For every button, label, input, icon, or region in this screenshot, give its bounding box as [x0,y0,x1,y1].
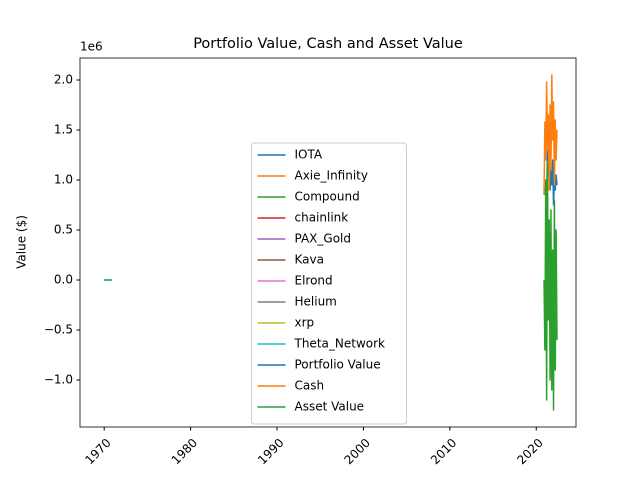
y-tick-label: 1.5 [54,123,73,137]
legend-label: PAX_Gold [295,232,352,246]
legend-label: Portfolio Value [295,358,381,372]
legend-label: Helium [295,295,337,309]
series-line [543,74,558,196]
legend-label: IOTA [295,148,323,162]
axes-frame [79,57,577,428]
y-tick-label: 0.0 [54,273,73,287]
chart-title: Portfolio Value, Cash and Asset Value [193,36,463,52]
y-tick-label: −1.0 [44,373,73,387]
legend-label: Theta_Network [294,337,386,351]
y-tick-label: −0.5 [44,323,73,337]
legend-label: Cash [295,379,325,393]
y-axis-label: Value ($) [15,215,29,269]
series-line [543,161,558,411]
legend-label: Compound [295,190,360,204]
legend-label: chainlink [295,211,349,225]
x-axis-label: Date [314,479,343,480]
y-tick-label: 2.0 [54,73,73,87]
y-tick-label: 0.5 [54,223,73,237]
y-offset-label: 1e6 [80,40,103,54]
legend-label: Asset Value [295,400,365,414]
legend-box [251,142,407,425]
y-tick-label: 1.0 [54,173,73,187]
legend-label: Kava [295,253,324,267]
legend-label: Elrond [295,274,333,288]
legend-label: Axie_Infinity [295,169,368,183]
legend-label: xrp [295,316,315,330]
